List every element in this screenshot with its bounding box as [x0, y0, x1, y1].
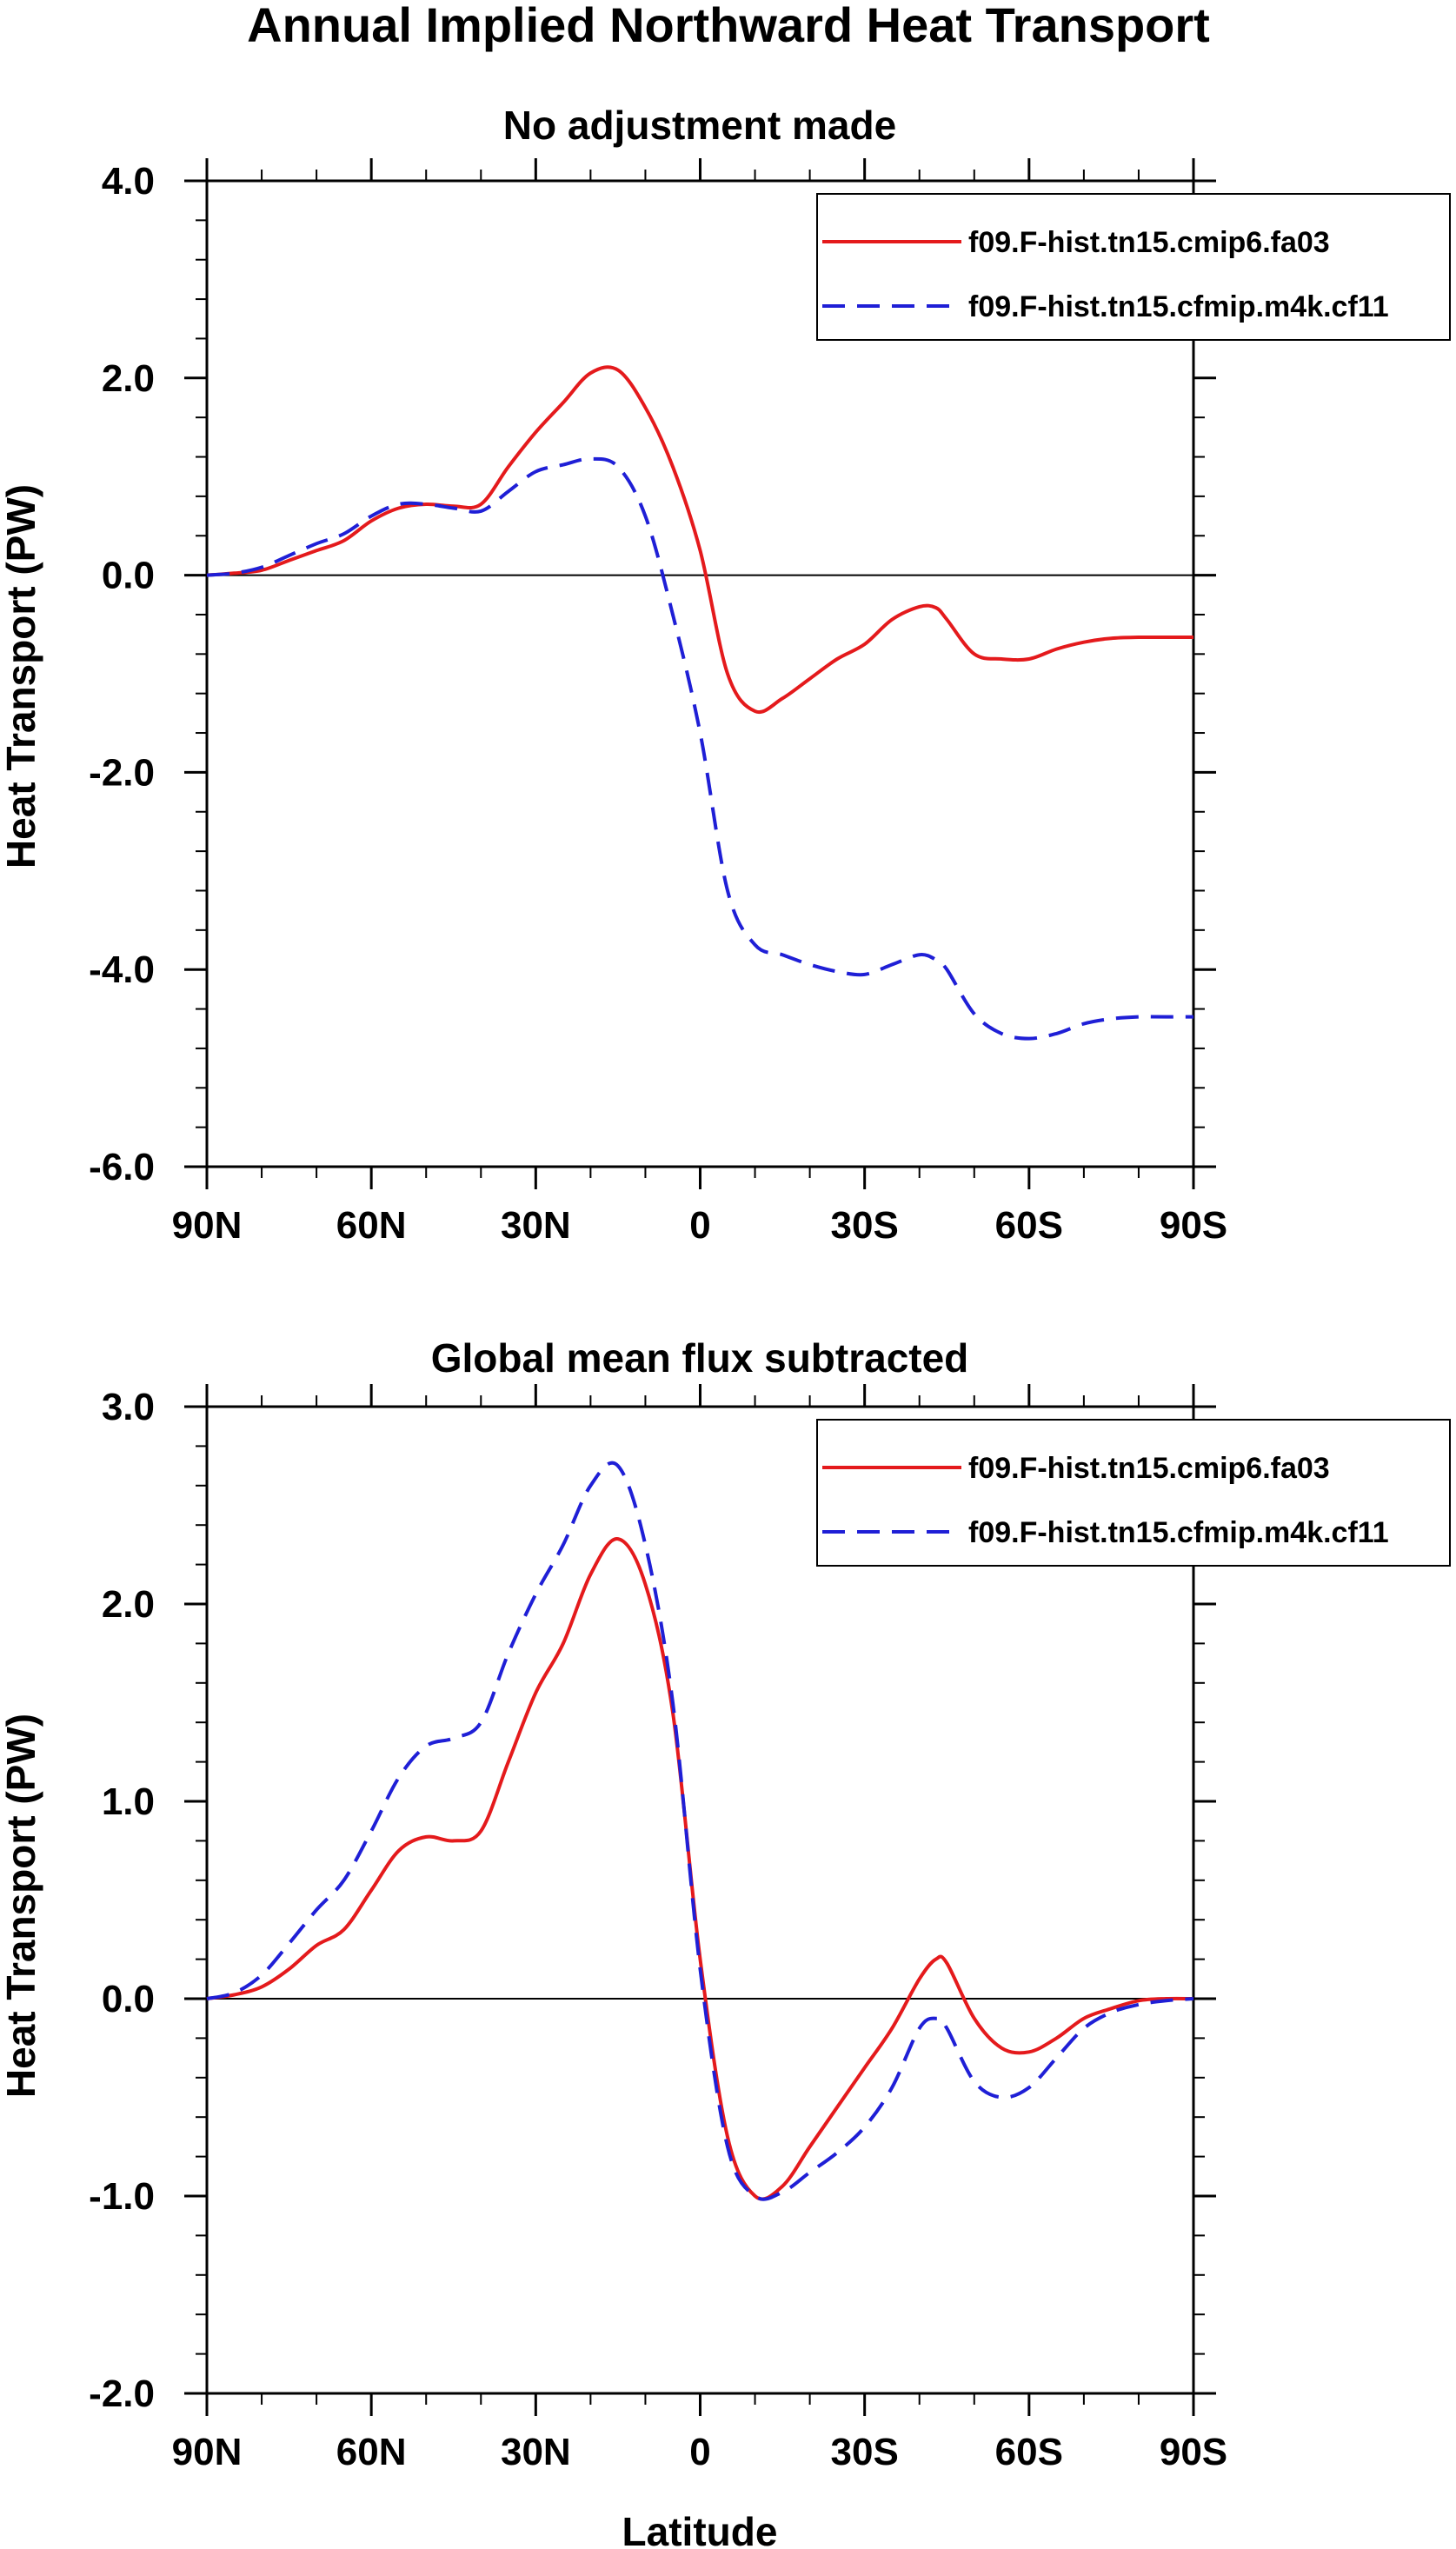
- panel-top-ylabel: Heat Transport (PW): [0, 484, 43, 869]
- x-tick-label: 0: [689, 1204, 710, 1247]
- legend-box: [816, 1419, 1451, 1567]
- panel-bottom-legend: f09.F-hist.tn15.cmip6.fa03 f09.F-hist.tn1…: [816, 1419, 1451, 1567]
- legend-label-2: f09.F-hist.tn15.cfmip.m4k.cf11: [968, 290, 1389, 323]
- panel-bottom-title: Global mean flux subtracted: [431, 1335, 969, 1381]
- x-tick-label: 30S: [831, 2431, 899, 2473]
- legend-label-2: f09.F-hist.tn15.cfmip.m4k.cf11: [968, 1516, 1389, 1549]
- x-tick-label: 90N: [172, 2431, 243, 2473]
- x-tick-label: 60N: [336, 2431, 407, 2473]
- panel-bottom: Global mean flux subtracted Heat Transpo…: [0, 1335, 1451, 2473]
- figure-xlabel: Latitude: [622, 2509, 778, 2549]
- x-tick-label: 90N: [172, 1204, 243, 1247]
- panel-top-legend: f09.F-hist.tn15.cmip6.fa03 f09.F-hist.tn1…: [816, 193, 1451, 341]
- y-tick-label: 0.0: [102, 1978, 155, 2020]
- panel-bottom-lines: [206, 1461, 1194, 2201]
- x-tick-label: 90S: [1160, 1204, 1227, 1247]
- panel-top-axes: 90N 60N 30N 0 30S 60S 90S 4.0 2.0 0.0 -2.0 -4.0 -6.0: [89, 158, 1227, 1247]
- x-tick-label: 30S: [831, 1204, 899, 1247]
- y-tick-label: -2.0: [89, 2373, 155, 2415]
- y-tick-label: 4.0: [102, 160, 155, 203]
- panel-bottom-axes: 90N 60N 30N 0 30S 60S 90S 3.0 2.0 1.0 0.0 -1.0 -2.0: [89, 1384, 1227, 2473]
- series-line-1: [206, 1537, 1194, 2201]
- y-tick-label: 2.0: [102, 1583, 155, 1626]
- panel-bottom-ylabel: Heat Transport (PW): [0, 1714, 43, 2098]
- y-tick-label: -4.0: [89, 948, 155, 991]
- x-tick-label: 30N: [501, 1204, 571, 1247]
- legend-label-1: f09.F-hist.tn15.cmip6.fa03: [968, 1452, 1330, 1485]
- y-tick-label: -1.0: [89, 2175, 155, 2218]
- x-tick-label: 30N: [501, 2431, 571, 2473]
- legend-box: [816, 193, 1451, 341]
- panel-top: No adjustment made Heat Transport (PW) 9…: [0, 103, 1451, 1247]
- y-tick-label: -2.0: [89, 751, 155, 794]
- y-tick-label: 1.0: [102, 1780, 155, 1823]
- x-tick-label: 60S: [995, 2431, 1063, 2473]
- figure-title: Annual Implied Northward Heat Transport: [247, 0, 1210, 52]
- y-tick-label: -6.0: [89, 1146, 155, 1188]
- series-line-2: [206, 1461, 1194, 2201]
- x-tick-label: 90S: [1160, 2431, 1227, 2473]
- y-tick-label: 0.0: [102, 555, 155, 597]
- series-line-1: [206, 365, 1193, 715]
- series-line-2: [206, 456, 1193, 1041]
- panel-top-lines: [206, 365, 1193, 1041]
- x-tick-label: 0: [689, 2431, 710, 2473]
- x-tick-label: 60N: [336, 1204, 407, 1247]
- y-tick-label: 2.0: [102, 357, 155, 400]
- legend-label-1: f09.F-hist.tn15.cmip6.fa03: [968, 226, 1330, 259]
- x-tick-label: 60S: [995, 1204, 1063, 1247]
- y-tick-label: 3.0: [102, 1386, 155, 1428]
- panel-top-title: No adjustment made: [503, 103, 896, 148]
